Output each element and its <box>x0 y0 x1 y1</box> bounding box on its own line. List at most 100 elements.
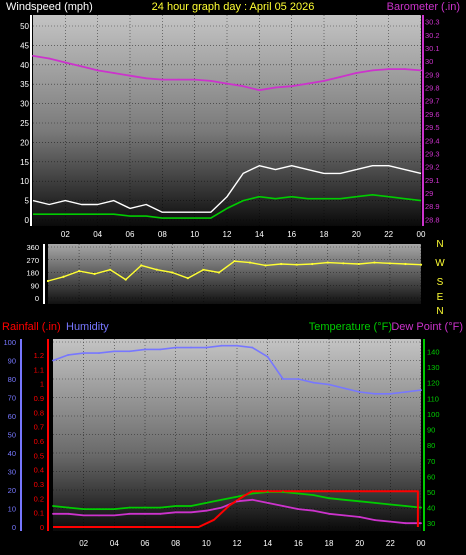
wind-direction-point <box>109 268 112 271</box>
barometer-point <box>161 78 164 81</box>
humidity-tick-label: 10 <box>8 505 16 514</box>
dewpoint-point <box>420 522 422 525</box>
humidity-point <box>144 348 146 351</box>
compass-letter-label: E <box>437 292 444 303</box>
humidity-point <box>374 392 376 395</box>
humidity-point <box>67 354 70 356</box>
x-tick-label: 00 <box>417 539 426 548</box>
x-tick-label: 06 <box>126 230 135 239</box>
temperature-point <box>98 508 100 511</box>
rainfall-tick-label: 0 <box>40 523 44 532</box>
x-tick-label: 04 <box>93 230 102 239</box>
x-tick-label: 18 <box>325 539 334 548</box>
temperature-tick-label: 40 <box>427 504 435 513</box>
compass-letter-label: N <box>436 306 443 317</box>
dewpoint-point <box>389 520 392 523</box>
x-tick-label: 10 <box>190 230 199 239</box>
x-tick-label: 02 <box>79 539 88 548</box>
humidity-point <box>159 348 162 351</box>
wind-direction-point <box>311 262 314 266</box>
humidity-tick-label: 0 <box>12 523 16 532</box>
compass-letter-label: N <box>436 239 443 250</box>
windspeed-tick-label: 45 <box>20 41 29 50</box>
windspeed-line <box>32 164 422 213</box>
dewpoint-point <box>297 508 300 511</box>
wind-direction-point <box>77 269 81 273</box>
barometer-point <box>209 80 212 82</box>
rainfall-tick-label: 0.9 <box>34 394 44 403</box>
x-tick-label: 14 <box>255 230 264 239</box>
x-tick-label: 18 <box>320 230 329 239</box>
temperature-point <box>297 492 300 495</box>
barometer-point <box>80 65 83 68</box>
humidity-tick-label: 60 <box>8 412 16 421</box>
barometer-point <box>339 76 342 78</box>
temperature-tick-label: 30 <box>427 519 435 528</box>
dewpoint-point <box>52 512 54 515</box>
barometer-point <box>420 69 422 72</box>
barometer-tick-label: 29.8 <box>425 84 440 93</box>
humidity-point <box>113 350 116 353</box>
dewpoint-point <box>282 505 284 507</box>
dewpoint-point <box>266 502 269 504</box>
x-tick-label: 20 <box>355 539 364 548</box>
wind-direction-point <box>373 261 376 264</box>
dewpoint-point <box>128 512 131 515</box>
x-tick-label: 20 <box>352 230 361 239</box>
humidity-point <box>205 346 208 349</box>
temperature-tick-label: 50 <box>427 488 435 497</box>
wind-direction-point <box>264 264 267 267</box>
dewpoint-point <box>113 514 116 517</box>
wind-direction-point <box>233 260 236 263</box>
barometer-tick-label: 30 <box>425 57 433 66</box>
temperature-tick-label: 100 <box>427 410 440 419</box>
humidity-point <box>266 355 269 358</box>
dewpoint-point <box>144 512 146 515</box>
x-tick-label: 16 <box>294 539 303 548</box>
direction-tick-label: 90 <box>31 281 39 290</box>
dewpoint-point <box>205 509 208 512</box>
compass-letter-label: S <box>437 277 444 288</box>
rainfall-tick-label: 0.5 <box>34 451 44 460</box>
barometer-tick-label: 29.3 <box>425 149 440 158</box>
direction-tick-label: 180 <box>26 269 39 278</box>
temperature-point <box>67 506 70 509</box>
barometer-tick-label: 29.4 <box>425 136 440 145</box>
windspeed-tick-label: 25 <box>20 119 29 128</box>
temperature-point <box>251 492 254 495</box>
x-tick-label: 22 <box>386 539 395 548</box>
barometer-point <box>64 61 67 64</box>
direction-tick-label: 270 <box>26 256 39 265</box>
humidity-point <box>389 392 392 395</box>
humidity-tick-label: 40 <box>8 449 16 458</box>
rainfall-tick-label: 0.3 <box>34 480 44 489</box>
wind-direction-point <box>248 261 252 264</box>
humidity-tick-label: 90 <box>8 357 16 366</box>
temperature-point <box>266 491 269 493</box>
rainfall-tick-label: 0.8 <box>34 408 44 417</box>
humidity-point <box>312 381 315 384</box>
rainfall-tick-label: 1.1 <box>34 365 44 374</box>
dewpoint-point <box>236 500 238 503</box>
barometer-point <box>193 78 196 81</box>
x-tick-label: 16 <box>287 230 296 239</box>
x-tick-label: 02 <box>61 230 70 239</box>
dewpoint-point <box>190 511 192 514</box>
temperature-point <box>128 506 131 509</box>
x-tick-label: 12 <box>233 539 242 548</box>
dewpoint-point <box>174 511 177 514</box>
wind-direction-point <box>140 264 143 267</box>
temperature-point <box>220 498 223 501</box>
barometer-point <box>371 69 374 72</box>
x-tick-label: 00 <box>417 230 426 239</box>
wind-direction-point <box>388 262 392 265</box>
windspeed-tick-label: 0 <box>25 216 30 225</box>
humidity-point <box>174 346 177 349</box>
wind-direction-point <box>295 263 298 266</box>
barometer-point <box>32 54 34 57</box>
temperature-point <box>159 506 162 509</box>
temperature-point <box>205 502 208 504</box>
windspeed-tick-label: 20 <box>20 138 29 147</box>
barometer-point <box>274 86 277 89</box>
dewpoint-point <box>404 522 407 525</box>
